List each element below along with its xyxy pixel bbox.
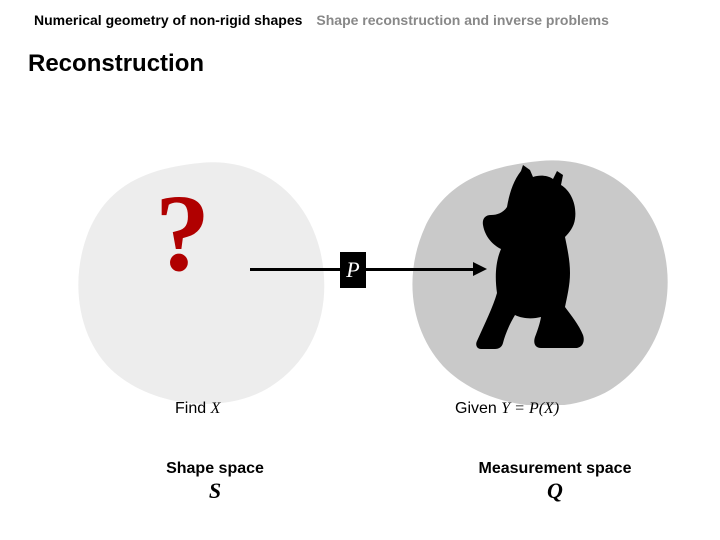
shape-space-text: Shape space [140,460,290,478]
diagram: ? P [0,110,720,450]
measurement-space-symbol: Q [450,478,660,504]
dog-path [476,165,584,349]
given-label: Given Y = P(X) [455,400,559,418]
given-text: Given [455,400,501,417]
find-label: Find X [175,400,220,418]
shape-space-symbol: S [140,478,290,504]
arrow-head-icon [473,262,487,276]
dog-silhouette [475,165,605,350]
operator-box: P [340,252,366,288]
measurement-space-label: Measurement space Q [450,460,660,504]
header-right: Shape reconstruction and inverse problem… [316,12,609,28]
find-var: X [211,400,221,417]
given-rhs: P(X) [529,400,559,417]
given-lhs: Y [501,400,510,417]
header-left: Numerical geometry of non-rigid shapes [34,12,302,28]
slide-title: Reconstruction [28,50,204,78]
measurement-space-text: Measurement space [450,460,660,478]
given-op: = [510,400,529,417]
shape-space-label: Shape space S [140,460,290,504]
find-text: Find [175,400,211,417]
question-mark: ? [155,170,210,297]
